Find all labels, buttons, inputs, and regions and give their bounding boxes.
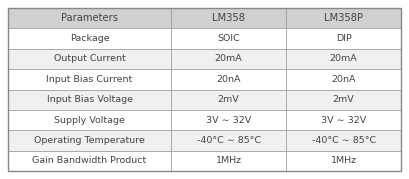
Text: Input Bias Current: Input Bias Current <box>47 75 133 84</box>
Text: 1MHz: 1MHz <box>330 156 357 165</box>
Bar <box>171 28 286 49</box>
Bar <box>286 90 401 110</box>
Bar <box>8 90 171 110</box>
Bar <box>8 28 171 49</box>
Text: LM358P: LM358P <box>324 13 363 23</box>
Bar <box>286 8 401 28</box>
Text: -40°C ∼ 85°C: -40°C ∼ 85°C <box>197 136 261 145</box>
Bar <box>171 151 286 171</box>
Text: 20nA: 20nA <box>216 75 241 84</box>
Bar <box>171 90 286 110</box>
Text: Parameters: Parameters <box>61 13 118 23</box>
Text: 20mA: 20mA <box>215 54 243 63</box>
Bar <box>8 69 171 90</box>
Text: -40°C ∼ 85°C: -40°C ∼ 85°C <box>312 136 376 145</box>
Bar <box>8 49 171 69</box>
Text: 1MHz: 1MHz <box>216 156 242 165</box>
Bar <box>286 110 401 130</box>
Text: 20nA: 20nA <box>331 75 356 84</box>
Bar <box>8 130 171 151</box>
Text: Output Current: Output Current <box>54 54 126 63</box>
Text: Package: Package <box>70 34 109 43</box>
Bar <box>286 130 401 151</box>
Text: Input Bias Voltage: Input Bias Voltage <box>47 95 133 104</box>
Bar <box>171 110 286 130</box>
Text: Operating Temperature: Operating Temperature <box>34 136 145 145</box>
Bar <box>171 8 286 28</box>
Text: 2mV: 2mV <box>333 95 355 104</box>
Bar <box>8 8 171 28</box>
Bar <box>286 151 401 171</box>
Text: 3V ∼ 32V: 3V ∼ 32V <box>321 116 366 125</box>
Text: LM358: LM358 <box>212 13 245 23</box>
Text: 2mV: 2mV <box>218 95 240 104</box>
Text: SOIC: SOIC <box>217 34 240 43</box>
Text: Gain Bandwidth Product: Gain Bandwidth Product <box>32 156 147 165</box>
Bar <box>8 151 171 171</box>
Bar <box>171 69 286 90</box>
Bar <box>8 110 171 130</box>
Text: DIP: DIP <box>336 34 351 43</box>
Bar <box>286 49 401 69</box>
Bar <box>171 130 286 151</box>
Text: 20mA: 20mA <box>330 54 357 63</box>
Text: 3V ∼ 32V: 3V ∼ 32V <box>206 116 251 125</box>
Bar <box>286 69 401 90</box>
Bar <box>171 49 286 69</box>
Bar <box>286 28 401 49</box>
Text: Supply Voltage: Supply Voltage <box>54 116 125 125</box>
